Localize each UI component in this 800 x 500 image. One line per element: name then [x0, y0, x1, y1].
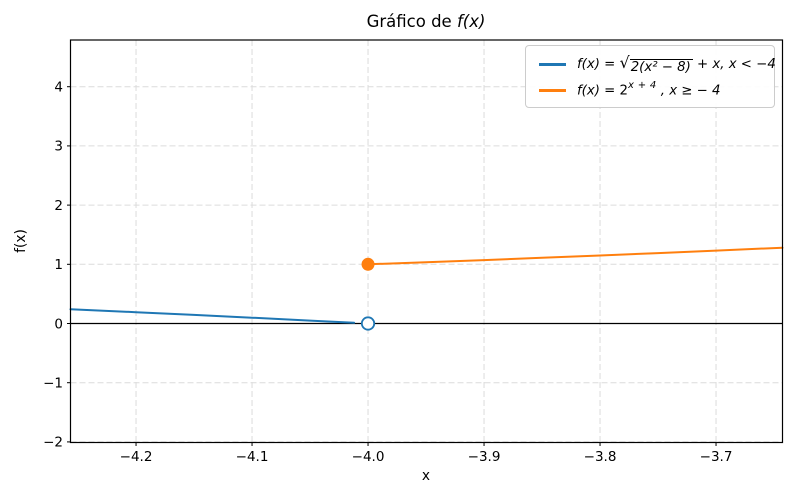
legend-exponent: x + 4 — [628, 79, 657, 91]
x-tick-label: −3.9 — [468, 449, 501, 465]
open-endpoint-marker — [360, 316, 376, 331]
y-axis-label: f(x) — [13, 229, 29, 253]
series-line-sqrt-branch — [69, 308, 356, 324]
y-tick-label: 2 — [54, 198, 63, 214]
y-tick-label: 0 — [54, 316, 63, 332]
chart-title-text: Gráfico de — [366, 12, 457, 31]
y-tick-label: −1 — [43, 376, 63, 392]
legend-suffix-2: , x ≥ − 4 — [656, 83, 721, 99]
x-tick-label: −3.8 — [584, 449, 617, 465]
plot-frame — [69, 39, 784, 444]
x-tick-label: −3.7 — [700, 449, 733, 465]
y-tick-label: 1 — [54, 257, 63, 273]
legend-item-sqrt-branch: f(x) = √2(x² − 8) + x, x < −4 — [534, 53, 776, 77]
sqrt-radical-icon: √ — [619, 53, 630, 73]
legend-item-exp-branch: f(x) = 2x + 4 , x ≥ − 4 — [534, 79, 766, 100]
y-tick-label: 3 — [54, 139, 63, 155]
series-line-exp-branch — [367, 246, 784, 266]
legend-line-sample-blue — [539, 63, 566, 67]
y-tick-label: 4 — [54, 80, 63, 96]
filled-endpoint-marker — [361, 257, 375, 271]
x-tick-label: −4.2 — [120, 449, 153, 465]
legend: f(x) = √2(x² − 8) + x, x < −4 f(x) = 2x … — [525, 45, 776, 108]
x-tick-label: −4.1 — [236, 449, 269, 465]
x-tick-label: −4.0 — [352, 449, 385, 465]
chart-title-math: f(x) — [456, 12, 486, 31]
legend-formula-sqrt-branch: f(x) = √2(x² − 8) + x, x < −4 — [577, 53, 776, 77]
x-axis-label: x — [421, 468, 431, 484]
legend-fx-2: f(x) = — [577, 83, 620, 99]
legend-radicand: 2(x² − 8) — [629, 59, 693, 76]
legend-exp-base: 2 — [619, 83, 628, 99]
chart-title: Gráfico de f(x) — [70, 12, 782, 32]
legend-formula-exp-branch: f(x) = 2x + 4 , x ≥ − 4 — [577, 79, 721, 100]
legend-fx-1: f(x) = — [577, 57, 620, 73]
legend-suffix-1: + x, x < −4 — [692, 57, 776, 73]
legend-line-sample-orange — [539, 88, 566, 92]
y-tick-label: −2 — [43, 435, 63, 451]
